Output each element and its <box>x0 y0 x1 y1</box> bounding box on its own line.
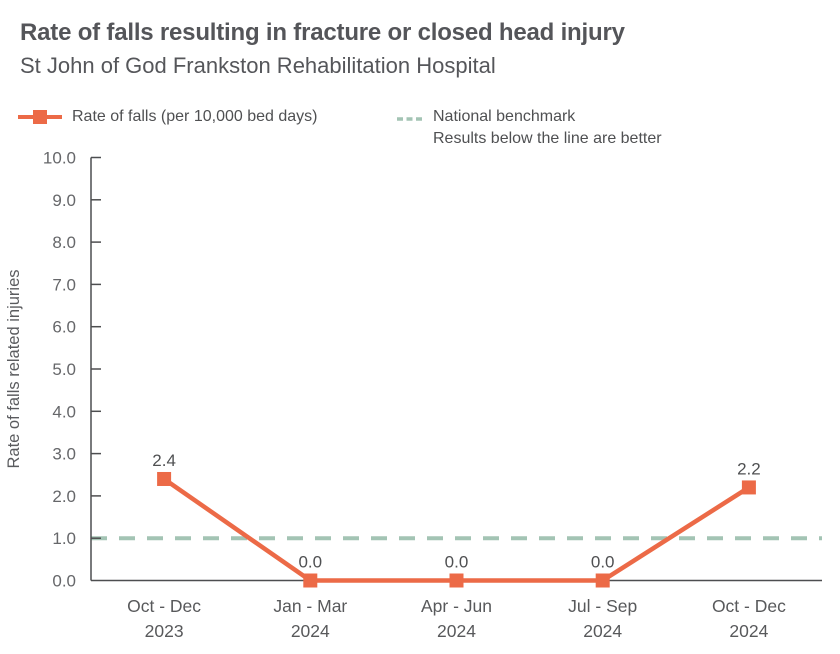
benchmark-legend-text: National benchmark Results below the lin… <box>433 106 662 150</box>
series-swatch-marker <box>33 110 47 124</box>
legend-label-rate-of-falls: Rate of falls (per 10,000 bed days) <box>72 108 318 125</box>
legend-item-benchmark: National benchmark Results below the lin… <box>397 106 662 150</box>
data-point-marker <box>741 480 756 495</box>
y-axis-tick-label: 7.0 <box>52 275 76 294</box>
y-axis-tick-label: 6.0 <box>52 318 76 337</box>
x-axis-category-label: Apr - Jun 2024 <box>421 596 492 641</box>
y-axis-tick-label: 0.0 <box>52 572 76 591</box>
data-point-marker <box>595 573 610 588</box>
y-axis-tick-label: 9.0 <box>52 191 76 210</box>
legend-note-benchmark: Results below the line are better <box>433 130 662 147</box>
data-point-label: 0.0 <box>445 553 469 572</box>
y-axis-tick-label: 4.0 <box>52 402 76 421</box>
x-axis-category-label: Jan - Mar 2024 <box>273 596 347 641</box>
x-axis-category-label: Oct - Dec 2023 <box>127 596 201 641</box>
x-axis-category-label: Jul - Sep 2024 <box>568 596 637 641</box>
y-axis-tick-label: 8.0 <box>52 233 76 252</box>
legend-item-rate-of-falls: Rate of falls (per 10,000 bed days) <box>18 108 317 126</box>
y-axis-tick-label: 3.0 <box>52 445 76 464</box>
x-axis-category-label: Oct - Dec 2024 <box>712 596 786 641</box>
data-point-marker <box>449 573 464 588</box>
series-line-swatch-icon <box>18 110 62 124</box>
data-point-label: 2.4 <box>152 451 176 470</box>
legend-label-benchmark: National benchmark <box>433 108 576 125</box>
data-point-label: 2.2 <box>737 459 761 478</box>
y-axis-tick-label: 10.0 <box>43 149 76 168</box>
data-point-marker <box>157 471 172 486</box>
data-point-label: 0.0 <box>591 553 615 572</box>
benchmark-dashed-line-swatch-icon <box>397 117 423 121</box>
chart-header: Rate of falls resulting in fracture or c… <box>20 18 820 80</box>
data-point-marker <box>303 573 318 588</box>
y-axis-tick-label: 1.0 <box>52 529 76 548</box>
data-point-label: 0.0 <box>298 553 322 572</box>
y-axis-tick-label: 2.0 <box>52 487 76 506</box>
page-title: Rate of falls resulting in fracture or c… <box>20 19 625 46</box>
y-axis-title: Rate of falls related injuries <box>5 269 23 468</box>
y-axis-tick-label: 5.0 <box>52 360 76 379</box>
page-subtitle: St John of God Frankston Rehabilitation … <box>20 53 496 78</box>
